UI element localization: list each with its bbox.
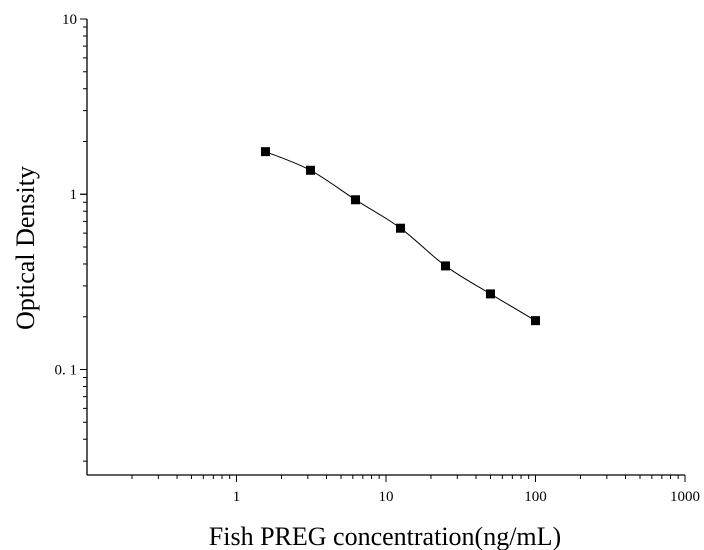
x-tick-label: 1000 <box>670 489 700 505</box>
y-ticks: 0. 1 1 10 <box>55 12 87 462</box>
data-point <box>440 261 450 271</box>
data-points <box>260 147 540 326</box>
data-point <box>260 147 270 157</box>
axes <box>86 19 685 476</box>
y-tick-label: 10 <box>62 12 77 28</box>
x-ticks: 1 10 100 1000 <box>131 475 700 505</box>
data-point <box>305 165 315 175</box>
data-point <box>395 223 405 233</box>
fit-curve <box>265 151 536 322</box>
data-point <box>531 316 540 326</box>
x-tick-label: 100 <box>524 489 547 505</box>
y-tick-label: 1 <box>70 187 78 203</box>
data-point <box>485 289 495 299</box>
x-tick-label: 10 <box>379 489 394 505</box>
y-axis-title: Optical Density <box>11 166 40 330</box>
data-point <box>350 195 360 205</box>
y-tick-label: 0. 1 <box>55 362 78 378</box>
x-tick-label: 1 <box>233 489 241 505</box>
x-axis-title: Fish PREG concentration(ng/mL) <box>209 522 561 550</box>
